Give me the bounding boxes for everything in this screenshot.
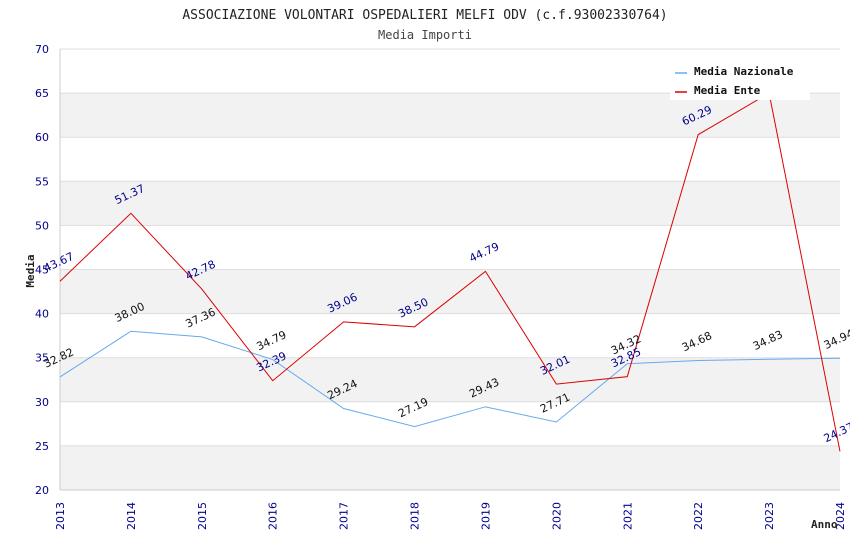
x-tick-label: 2018 [409,502,422,530]
axes [59,49,840,491]
legend-box [670,60,810,100]
y-tick-label: 30 [35,396,49,409]
x-tick-label: 2013 [54,502,67,530]
plot-band [60,357,840,402]
y-axis-title: Media [24,254,37,287]
y-tick-label: 65 [35,87,49,100]
plot-band [60,313,840,358]
y-tick-label: 25 [35,440,49,453]
legend-label-ente: Media Ente [694,84,761,97]
series-lines [59,92,841,452]
x-tick-label: 2019 [479,502,492,530]
y-tick-label: 40 [35,308,49,321]
y-tick-label: 60 [35,131,49,144]
y-tick-label: 55 [35,175,49,188]
y-tick-label: 20 [35,484,49,497]
plot-band [60,401,840,446]
x-tick-label: 2017 [338,502,351,530]
x-tick-labels: 2013 2014 2015 2016 2017 2018 2019 2020 2021 2022… [54,502,847,530]
plot-bands [60,49,840,490]
x-tick-label: 2015 [196,502,209,530]
plot-band [60,93,840,138]
plot-band [60,269,840,314]
chart-title: ASSOCIAZIONE VOLONTARI OSPEDALIERI MELFI… [182,8,667,23]
x-tick-label: 2024 [834,502,847,530]
x-axis-title: Anno [811,518,838,531]
plot-band [60,225,840,270]
y-tick-label: 50 [35,219,49,232]
legend: Media Nazionale Media Ente [670,60,810,100]
plot-band [60,137,840,182]
legend-label-nazionale: Media Nazionale [694,65,794,78]
x-tick-label: 2023 [763,502,776,530]
plot-band [60,181,840,226]
series-line-nazionale [59,330,841,428]
plot-band [60,445,840,490]
x-tick-label: 2022 [692,502,705,530]
x-tick-label: 2016 [267,502,280,530]
x-tick-label: 2014 [125,502,138,530]
y-tick-label: 45 [35,264,49,277]
x-tick-label: 2020 [550,502,563,530]
y-tick-label: 35 [35,352,49,365]
series-line-ente [59,92,841,452]
y-tick-labels: 20 25 30 35 40 45 50 55 60 65 70 [35,43,49,497]
chart-subtitle: Media Importi [378,28,472,42]
x-tick-label: 2021 [621,502,634,530]
y-tick-label: 70 [35,43,49,56]
